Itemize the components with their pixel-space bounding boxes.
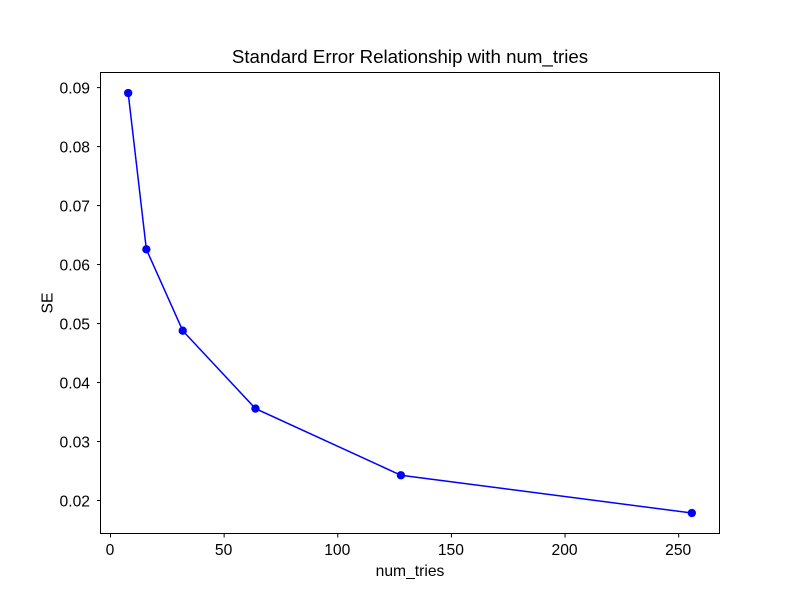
- svg-text:SE: SE: [40, 293, 57, 314]
- svg-text:0: 0: [106, 542, 115, 559]
- svg-text:num_tries: num_tries: [376, 563, 445, 580]
- svg-text:200: 200: [551, 542, 577, 559]
- svg-text:250: 250: [665, 542, 691, 559]
- svg-text:0.04: 0.04: [60, 376, 91, 393]
- svg-text:100: 100: [324, 542, 350, 559]
- svg-text:0.08: 0.08: [60, 140, 91, 157]
- svg-text:0.09: 0.09: [60, 81, 90, 98]
- svg-text:150: 150: [438, 542, 464, 559]
- svg-text:0.07: 0.07: [60, 199, 90, 216]
- svg-text:Standard Error Relationship wi: Standard Error Relationship with num_tri…: [232, 46, 588, 68]
- svg-text:0.06: 0.06: [60, 258, 91, 275]
- svg-text:50: 50: [215, 542, 233, 559]
- svg-text:0.02: 0.02: [60, 494, 90, 511]
- svg-text:0.03: 0.03: [60, 435, 91, 452]
- svg-text:0.05: 0.05: [60, 317, 91, 334]
